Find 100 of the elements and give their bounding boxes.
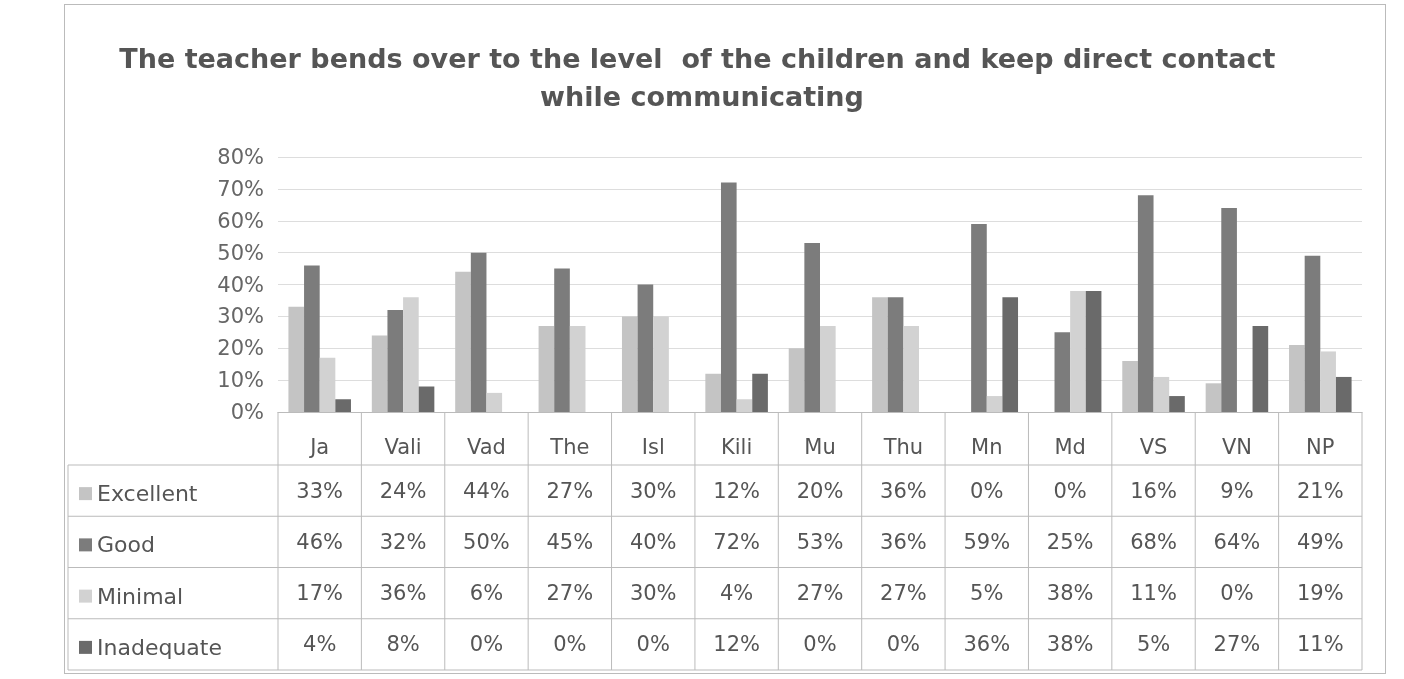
x-tick-label: The: [549, 434, 590, 459]
data-label: 36%: [880, 478, 927, 503]
data-label: 59%: [963, 529, 1011, 554]
data-label: 36%: [963, 632, 1011, 657]
data-label: 38%: [1046, 581, 1094, 606]
x-tick-label: Ja: [308, 434, 330, 459]
x-tick-label: Kili: [720, 434, 753, 459]
x-tick-label: Mn: [971, 434, 1003, 459]
y-tick-label: 80%: [217, 145, 264, 169]
data-label: 9%: [1220, 478, 1254, 503]
bar: [1320, 351, 1336, 412]
data-label: 38%: [1046, 632, 1094, 657]
data-label: 5%: [1136, 632, 1171, 657]
bar: [752, 373, 768, 412]
y-tick-label: 40%: [217, 272, 264, 297]
legend-label: Minimal: [97, 583, 184, 609]
bar: [1335, 376, 1352, 412]
y-tick-label: 30%: [217, 304, 264, 329]
data-label: 40%: [629, 529, 677, 554]
y-tick-label: 50%: [217, 240, 264, 265]
data-label: 0%: [970, 478, 1004, 503]
legend-label: Good: [97, 532, 155, 558]
data-label: 0%: [886, 632, 921, 657]
data-label: 21%: [1296, 478, 1344, 503]
data-label: 49%: [1296, 529, 1344, 554]
y-tick-label: 0%: [230, 400, 264, 424]
bar: [637, 284, 654, 412]
data-label: 45%: [546, 529, 594, 554]
data-label: 16%: [1130, 478, 1177, 503]
data-label: 4%: [719, 581, 754, 606]
data-label: 44%: [463, 478, 510, 503]
bar: [986, 396, 1003, 412]
data-label: 32%: [379, 529, 427, 554]
x-tick-label: Mu: [804, 434, 836, 459]
data-label: 0%: [469, 632, 504, 657]
data-label: 27%: [880, 581, 927, 606]
data-label: 27%: [546, 581, 594, 606]
data-label: 27%: [546, 478, 594, 503]
data-label: 72%: [713, 529, 760, 554]
bar: [335, 399, 351, 412]
data-label: 64%: [1213, 529, 1261, 554]
y-tick-label: 60%: [217, 208, 264, 233]
data-label: 17%: [296, 581, 344, 606]
bar: [804, 243, 820, 412]
x-tick-label: Isl: [641, 434, 665, 459]
data-label: 0%: [553, 632, 587, 657]
x-tick-label: Thu: [882, 434, 924, 459]
data-label: 4%: [303, 632, 337, 657]
bar: [887, 297, 904, 412]
chart-title: The teacher bends over to the level of the children and keep direct contact while communicating: [119, 42, 1285, 112]
data-label: 5%: [970, 581, 1004, 606]
bar: [1085, 290, 1102, 412]
data-label: 0%: [803, 632, 837, 657]
bar: [1221, 208, 1237, 412]
bar: [1169, 396, 1185, 412]
data-label: 19%: [1296, 581, 1344, 606]
bar: [720, 182, 737, 412]
data-label: 36%: [880, 529, 927, 554]
data-label: 12%: [713, 478, 760, 503]
data-label: 36%: [379, 581, 427, 606]
data-label: 0%: [1053, 478, 1087, 503]
data-label: 46%: [296, 529, 344, 554]
data-label: 53%: [796, 529, 844, 554]
data-label: 11%: [1296, 632, 1344, 657]
data-label: 0%: [1220, 581, 1254, 606]
y-tick-label: 20%: [217, 336, 264, 361]
data-label: 25%: [1046, 529, 1094, 554]
x-tick-label: VS: [1139, 434, 1168, 459]
bar: [1304, 255, 1321, 412]
data-label: 30%: [629, 478, 677, 503]
data-label: 8%: [386, 632, 420, 657]
data-label: 0%: [636, 632, 670, 657]
x-tick-label: Vali: [384, 434, 422, 459]
data-label: 12%: [713, 632, 760, 657]
data-label: 6%: [469, 581, 504, 606]
legend-label: Excellent: [97, 481, 198, 507]
legend-label: Inadequate: [97, 634, 222, 660]
bar: [387, 310, 404, 412]
bar: [554, 268, 570, 412]
y-tick-label: 10%: [217, 368, 264, 393]
bar: [1137, 195, 1154, 412]
x-tick-label: Md: [1054, 434, 1086, 459]
x-tick-label: Vad: [466, 434, 506, 459]
bar: [470, 252, 487, 412]
data-label: 30%: [629, 581, 677, 606]
bar: [486, 392, 503, 412]
data-label: 27%: [796, 581, 844, 606]
y-tick-label: 70%: [217, 176, 264, 201]
bar: [1252, 325, 1269, 412]
data-label: 24%: [379, 478, 427, 503]
bar: [1054, 332, 1071, 412]
data-label: 20%: [796, 478, 844, 503]
x-tick-label: VN: [1221, 434, 1252, 459]
bar: [304, 265, 320, 412]
data-label: 11%: [1130, 581, 1177, 606]
bar: [418, 386, 435, 412]
bar: [1002, 297, 1019, 412]
bar: [736, 399, 753, 412]
bar: [971, 223, 987, 412]
data-label: 50%: [463, 529, 510, 554]
